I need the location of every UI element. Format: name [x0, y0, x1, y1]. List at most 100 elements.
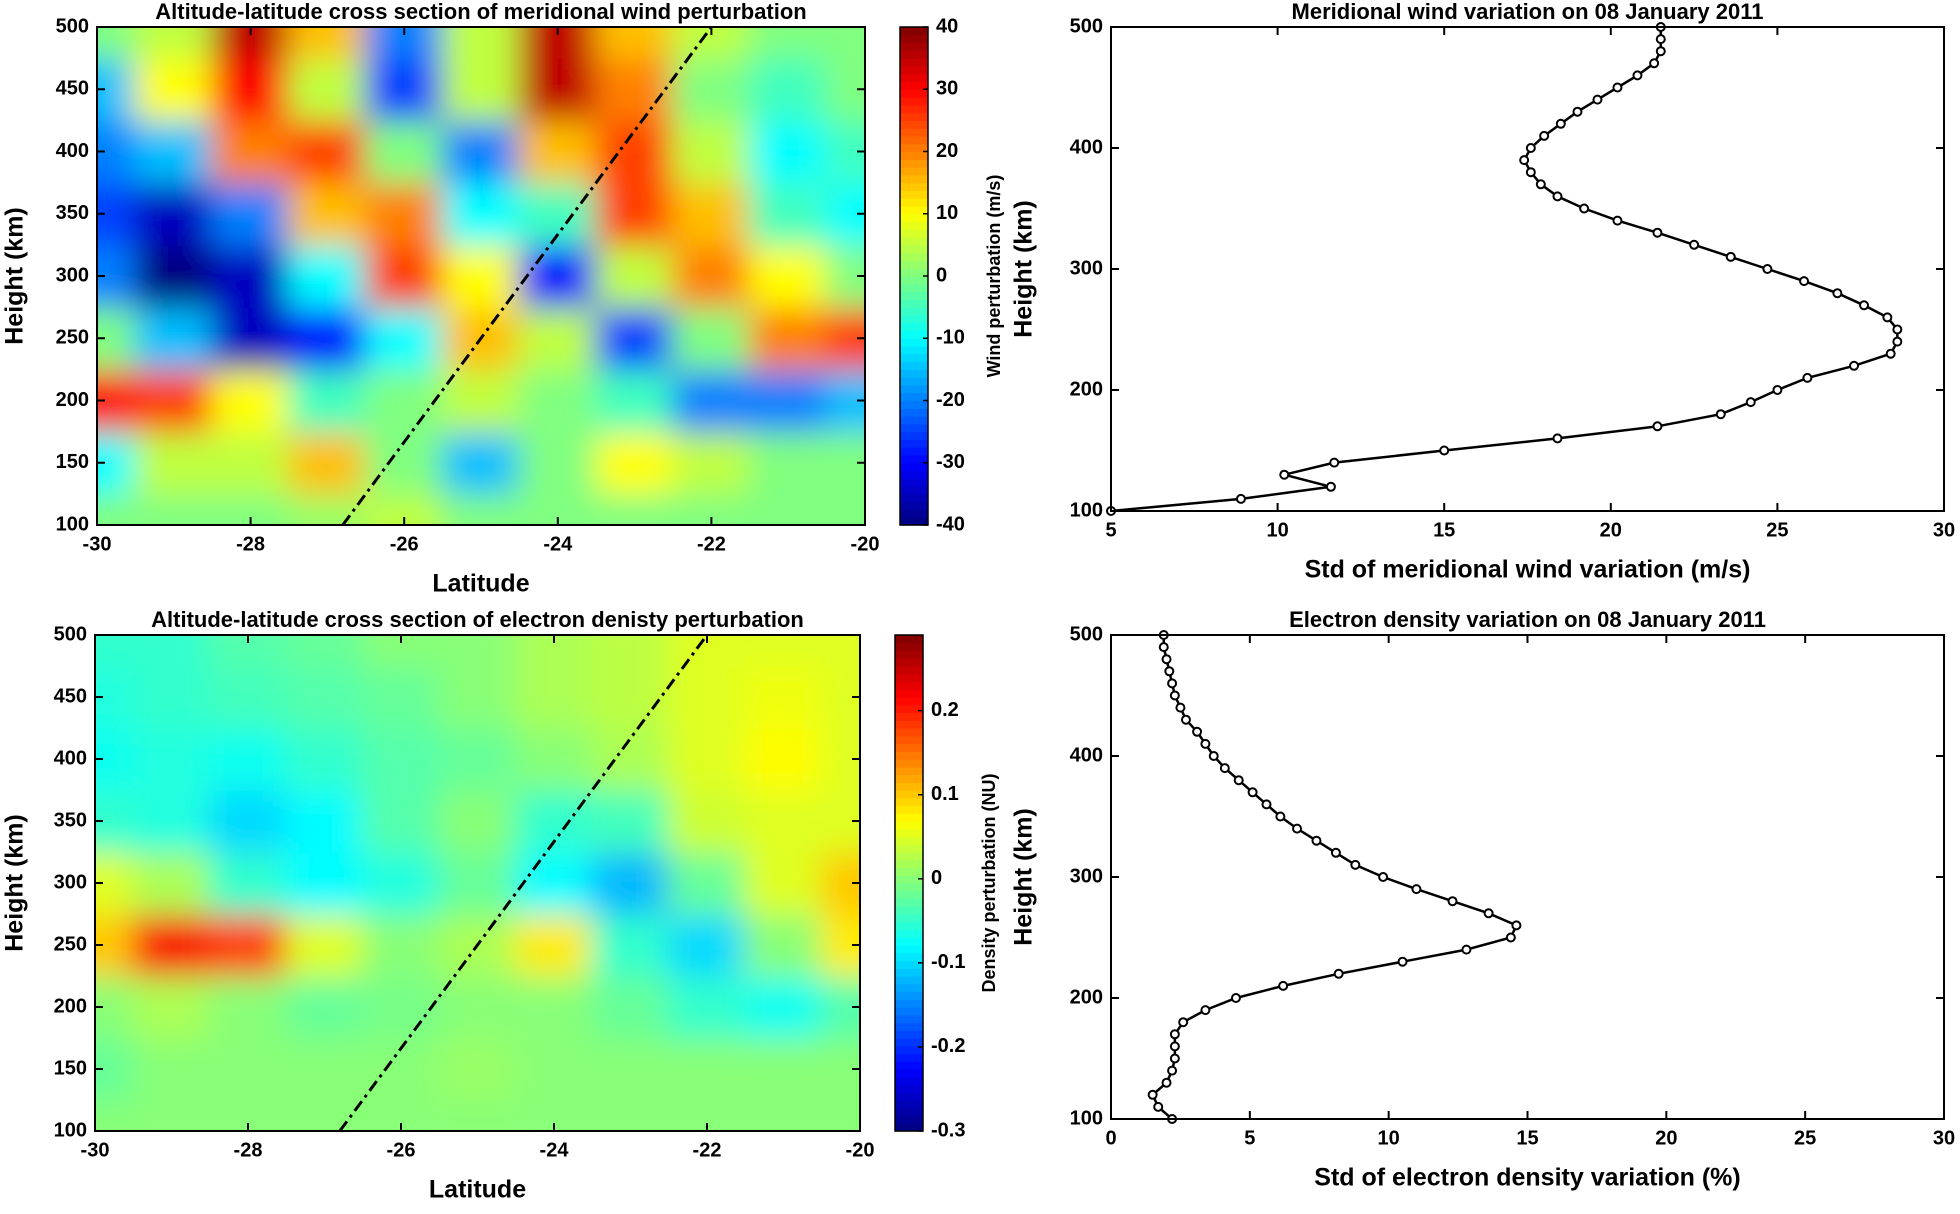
colorbar-swatch [900, 384, 928, 394]
heatmap-cell [211, 430, 290, 495]
x-tick-label: 25 [1794, 1127, 1816, 1149]
x-tick-label: -26 [387, 1139, 416, 1161]
y-axis-label: Height (km) [1, 814, 29, 952]
colorbar-swatch [900, 135, 928, 145]
heatmap-cell [748, 492, 828, 525]
heatmap-cell [132, 1099, 211, 1131]
x-tick-label: 5 [1244, 1127, 1255, 1149]
colorbar-swatch [895, 635, 923, 644]
heatmap-cell [744, 635, 823, 667]
heatmap-cell [591, 727, 670, 791]
colorbar-swatch [895, 960, 923, 969]
y-tick-label: 350 [54, 809, 87, 831]
colorbar-swatch [900, 431, 928, 441]
y-tick-label: 300 [1070, 865, 1103, 887]
colorbar-tick-label: 0.1 [931, 783, 959, 805]
colorbar-swatch [895, 1100, 923, 1109]
colorbar-swatch [900, 229, 928, 238]
y-tick-label: 500 [1070, 623, 1103, 645]
heatmap-cell [748, 306, 828, 371]
heatmap-cell [208, 913, 288, 977]
heatmap-cell [595, 243, 674, 309]
colorbar-swatch [900, 237, 928, 246]
colorbar-swatch [900, 408, 928, 417]
x-tick-label: 10 [1266, 519, 1288, 541]
colorbar-swatch [895, 1092, 923, 1101]
profile-marker [1175, 702, 1186, 713]
y-tick-label: 300 [1070, 257, 1103, 279]
chart-title: Electron density variation on 08 January… [1289, 607, 1766, 632]
colorbar-swatch [895, 766, 923, 776]
heatmap-cell [667, 1037, 747, 1101]
x-axis-label: Std of meridional wind variation (m/s) [1305, 556, 1751, 584]
colorbar-swatch [900, 447, 928, 456]
heatmap-cell [364, 119, 444, 184]
x-tick-label: -24 [543, 533, 573, 555]
y-tick-label: 500 [56, 15, 89, 37]
heatmap-cell [285, 727, 364, 791]
heatmap-cell [438, 975, 517, 1039]
axes-frame [1110, 26, 1945, 512]
colorbar-swatch [900, 478, 928, 487]
colorbar-swatch [900, 369, 928, 378]
profile-marker [1689, 239, 1700, 250]
y-tick-label: 400 [54, 747, 87, 769]
colorbar-swatch [900, 283, 928, 293]
panel: -0.3 -0.2 -0.1 0 0.1 0.2 Density perturbation … [1, 607, 999, 1204]
colorbar-swatch [895, 759, 923, 768]
axes-frame [1110, 634, 1945, 1120]
x-tick-label: 20 [1655, 1127, 1677, 1149]
reference-line [341, 27, 713, 525]
heatmap-cell [285, 665, 364, 729]
heatmap-cell [744, 1037, 823, 1101]
y-tick-label: 250 [54, 933, 87, 955]
heatmap-cell [132, 665, 211, 729]
heatmap-cell [361, 975, 441, 1039]
heatmap-cell [518, 306, 598, 371]
colorbar-swatch [895, 689, 923, 698]
heatmap-cell [132, 789, 211, 853]
profile-marker [1325, 481, 1336, 492]
chart-title: Meridional wind variation on 08 January … [1292, 0, 1764, 24]
colorbar-swatch [895, 976, 923, 985]
profile-marker [1849, 360, 1860, 371]
heatmap-cell [285, 1037, 364, 1101]
heatmap-cell [744, 851, 823, 915]
y-tick-label: 150 [56, 451, 89, 473]
heatmap-cell [288, 368, 367, 433]
heatmap-cell [211, 57, 290, 122]
heatmap-cell [595, 27, 674, 60]
heatmap-cell [208, 789, 288, 853]
colorbar-swatch [900, 112, 928, 121]
colorbar-swatch [895, 1069, 923, 1078]
heatmap-cell [667, 913, 747, 977]
colorbar-swatch [900, 291, 928, 300]
y-axis-label: Height (km) [1010, 808, 1038, 946]
colorbar-swatch [895, 1030, 923, 1039]
heatmap-cell [97, 27, 137, 60]
y-tick-label: 200 [56, 389, 89, 411]
heatmap-cell [95, 635, 135, 667]
y-tick-label: 450 [54, 685, 87, 707]
colorbar-swatch [900, 104, 928, 114]
profile-marker [1505, 932, 1516, 943]
heatmap [95, 635, 860, 1131]
profile-marker [1153, 1101, 1164, 1112]
colorbar-swatch [895, 1084, 923, 1093]
colorbar-swatch [900, 89, 928, 98]
colorbar-swatch [900, 58, 928, 67]
heatmap-cell [672, 243, 751, 309]
colorbar-swatch [895, 921, 923, 931]
y-tick-label: 400 [1070, 136, 1103, 158]
profile-marker [1178, 1017, 1189, 1028]
profile-marker [1200, 1005, 1211, 1016]
x-tick-label: -26 [390, 533, 419, 555]
colorbar-swatch [895, 1076, 923, 1086]
heatmap-cell [208, 851, 288, 915]
profile-marker [1164, 666, 1175, 677]
profile-marker [1329, 457, 1340, 468]
profile-marker [1892, 324, 1903, 335]
heatmap-cell [132, 635, 211, 667]
heatmap-cell [208, 727, 288, 791]
heatmap-cell [132, 727, 211, 791]
